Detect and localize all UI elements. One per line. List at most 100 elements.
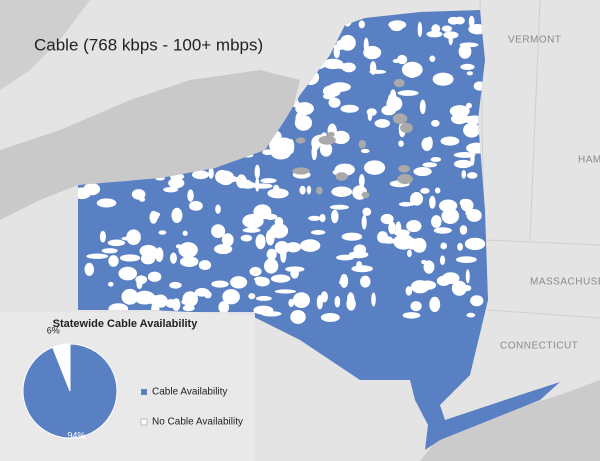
gap <box>369 69 387 74</box>
gap <box>255 234 266 250</box>
gap <box>260 311 282 317</box>
gap <box>191 170 209 180</box>
gap <box>292 292 311 308</box>
gap <box>236 174 247 189</box>
gap <box>285 242 302 253</box>
gap <box>181 299 189 305</box>
gap <box>426 136 433 150</box>
gap <box>139 197 146 202</box>
gap <box>263 258 279 274</box>
gap <box>308 215 321 221</box>
new-york-coverage <box>78 10 560 450</box>
gap <box>242 227 261 233</box>
gap <box>319 142 333 157</box>
gap <box>118 266 138 281</box>
gap <box>421 259 427 265</box>
gap <box>325 59 331 67</box>
gap <box>269 223 289 239</box>
gap <box>465 269 470 284</box>
gap <box>336 254 355 261</box>
gap <box>147 271 162 282</box>
gap <box>320 312 340 322</box>
gap <box>393 229 410 237</box>
gap <box>163 186 179 193</box>
gap <box>363 37 369 53</box>
gap <box>419 280 437 290</box>
gap <box>380 213 394 225</box>
border <box>485 239 600 246</box>
gap <box>423 260 435 274</box>
gap <box>466 116 472 121</box>
gap <box>274 289 297 294</box>
gap <box>175 244 182 249</box>
gap <box>126 229 141 245</box>
gap <box>217 170 235 186</box>
state-label: MASSACHUSE <box>530 277 600 288</box>
gap <box>361 214 367 230</box>
gap <box>431 119 440 127</box>
gap <box>323 85 343 94</box>
gap <box>208 167 214 179</box>
gap <box>441 208 460 224</box>
gap <box>266 248 277 260</box>
water <box>0 0 90 90</box>
gap <box>78 187 91 200</box>
gap <box>182 291 198 307</box>
gap <box>254 164 260 180</box>
gap <box>458 44 472 59</box>
gap <box>360 148 370 154</box>
gap <box>447 16 460 25</box>
border <box>487 309 600 319</box>
gap <box>449 105 470 118</box>
pie-value-label: 94% <box>67 431 85 441</box>
gap <box>431 215 442 229</box>
gap <box>339 279 347 286</box>
gap <box>253 276 266 282</box>
gap <box>214 244 233 255</box>
gap <box>179 256 199 267</box>
pie-title: Statewide Cable Availability <box>53 318 199 330</box>
gap <box>170 252 177 264</box>
gap <box>255 296 272 301</box>
gap <box>168 177 185 189</box>
gap <box>295 102 314 116</box>
gap <box>96 198 117 208</box>
gap <box>429 195 436 209</box>
gap <box>396 54 408 65</box>
gap <box>440 242 447 250</box>
gap <box>316 294 323 310</box>
gap <box>422 162 438 168</box>
gap <box>465 208 478 218</box>
gap <box>108 281 114 287</box>
gap <box>410 192 424 206</box>
gap <box>329 204 349 210</box>
lake <box>358 139 367 149</box>
gap <box>255 178 260 192</box>
gap <box>465 102 472 109</box>
gap <box>136 278 143 290</box>
lake <box>397 173 413 185</box>
gap <box>456 256 477 263</box>
gap <box>468 15 475 28</box>
gap <box>189 200 203 211</box>
gap <box>460 63 475 71</box>
gap <box>99 230 106 243</box>
gap <box>440 136 460 146</box>
lake <box>400 122 413 133</box>
gap <box>348 250 369 259</box>
gap <box>431 24 441 34</box>
gap <box>451 113 468 125</box>
gap <box>107 239 126 247</box>
gap <box>328 97 341 108</box>
gap <box>351 265 373 273</box>
gap <box>121 288 139 305</box>
pie-slice <box>52 343 71 392</box>
gap <box>466 312 476 318</box>
gap <box>417 21 423 37</box>
gap <box>358 174 365 188</box>
pie-value-label: 6% <box>47 325 60 335</box>
lake <box>361 191 370 199</box>
gap <box>429 296 441 313</box>
gap <box>158 230 167 235</box>
gap <box>441 25 452 32</box>
